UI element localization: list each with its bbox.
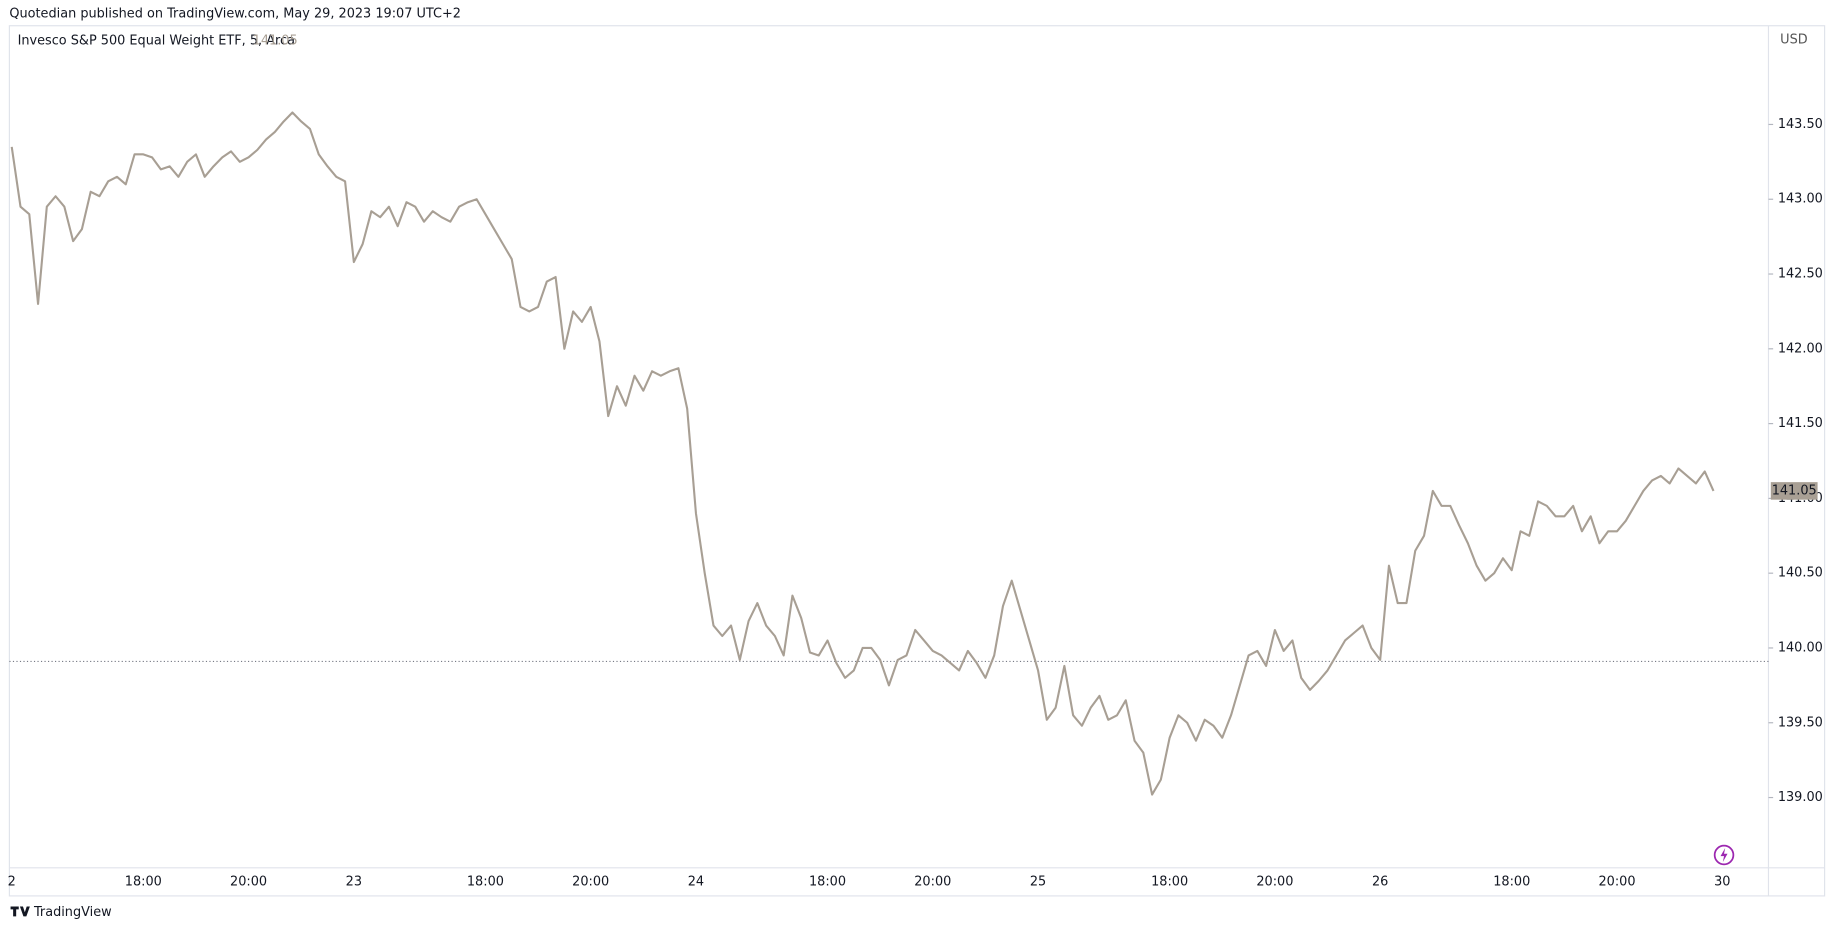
y-tick-label: 143.00 (1778, 192, 1823, 207)
x-tick-label: 20:00 (572, 874, 609, 889)
header-last-price: 141.05 (253, 33, 298, 48)
x-tick-label: 20:00 (914, 874, 951, 889)
x-tick-label: 18:00 (467, 874, 504, 889)
y-tick-label: 142.50 (1778, 267, 1823, 282)
y-tick-label: 142.00 (1778, 341, 1823, 356)
x-tick-label: 20:00 (230, 874, 267, 889)
x-tick-label: 18:00 (809, 874, 846, 889)
brand: TradingView (33, 905, 112, 920)
x-tick-label: 30 (1714, 874, 1730, 889)
chart-frame (8, 25, 1826, 897)
x-tick-label: 18:00 (1493, 874, 1530, 889)
logo: TradingView (10, 905, 112, 920)
last-price-label: 141.05 (1772, 483, 1817, 498)
y-tick-label: 141.50 (1778, 416, 1823, 431)
x-tick-label: 18:00 (125, 874, 162, 889)
x-tick-label: 20:00 (1598, 874, 1635, 889)
symbol-title: Invesco S&P 500 Equal Weight ETF, 5, Arc… (18, 33, 295, 48)
y-tick-label: 140.50 (1778, 566, 1823, 581)
x-tick-label: 25 (1030, 874, 1046, 889)
x-tick-label: 26 (1372, 874, 1388, 889)
y-tick-label: 143.50 (1778, 117, 1823, 132)
alert-icon (1713, 844, 1735, 866)
y-tick-label: 140.00 (1778, 640, 1823, 655)
x-tick-label: 24 (688, 874, 704, 889)
published-note: Quotedian published on TradingView.com, … (9, 7, 461, 22)
x-tick-label: 18:00 (1151, 874, 1188, 889)
x-tick-label: 20:00 (1256, 874, 1293, 889)
x-tick-label: 23 (346, 874, 362, 889)
last-price-box (1770, 482, 1818, 500)
currency: USD (1780, 32, 1808, 47)
x-tick-label: 2 (8, 874, 16, 889)
y-tick-label: 139.50 (1778, 715, 1823, 730)
y-tick-label: 139.00 (1778, 790, 1823, 805)
price-line (10, 111, 1715, 796)
